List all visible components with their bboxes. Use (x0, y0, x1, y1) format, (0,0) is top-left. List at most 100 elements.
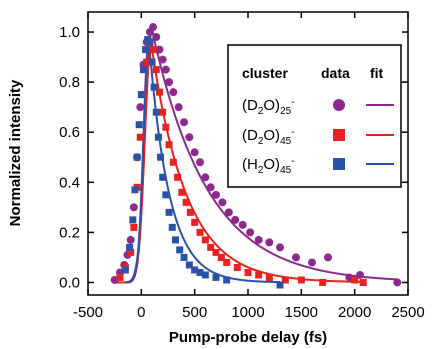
data-point (206, 183, 215, 192)
data-point (169, 158, 177, 166)
legend-label-part: - (291, 156, 294, 167)
x-tick-label: -500 (73, 304, 103, 321)
legend-header-fit: fit (370, 65, 384, 81)
data-point (174, 173, 182, 181)
data-point (255, 271, 263, 279)
data-point (155, 88, 163, 96)
data-point (154, 133, 162, 141)
x-axis-title: Pump-probe delay (fs) (169, 329, 327, 346)
legend-entries: (D2O)25-(D2O)45-(H2O)45- (242, 97, 394, 176)
legend-label-part: 2 (258, 136, 264, 147)
legend-label-part: O) (263, 127, 280, 144)
legend-label-part: 45 (280, 165, 292, 176)
data-point (130, 223, 138, 231)
data-point (133, 153, 141, 161)
data-point (201, 236, 209, 244)
legend-label-part: 25 (280, 106, 292, 117)
data-point (161, 65, 170, 74)
data-point (139, 66, 147, 74)
legend-label-part: 2 (258, 165, 264, 176)
data-point (126, 235, 135, 244)
data-point (297, 276, 305, 284)
data-point (148, 58, 156, 66)
data-point (158, 55, 167, 64)
data-point (168, 223, 176, 231)
legend-label-part: (H (242, 156, 258, 173)
data-point (191, 218, 199, 226)
data-point (212, 273, 220, 281)
data-point (359, 278, 367, 286)
data-point (281, 276, 289, 284)
data-point (223, 276, 231, 284)
data-point (159, 108, 167, 116)
data-point (324, 253, 332, 262)
data-point (393, 278, 402, 287)
data-point (174, 103, 183, 112)
data-point (276, 243, 284, 252)
data-point (162, 191, 170, 199)
data-point (190, 148, 199, 157)
data-point (246, 228, 255, 237)
data-point (218, 198, 227, 207)
data-point (233, 263, 241, 271)
x-tick-label: 2500 (391, 304, 424, 321)
data-point (223, 258, 231, 266)
data-point (292, 253, 300, 262)
data-point (196, 158, 204, 167)
y-axis-title: Normalized intensity (7, 79, 24, 226)
legend-label: (D2O)45- (242, 127, 295, 147)
legend-label-part: - (291, 97, 294, 108)
data-point (152, 66, 160, 74)
data-point (116, 273, 124, 281)
data-point (254, 235, 263, 244)
data-point (143, 58, 151, 66)
data-point (265, 273, 273, 281)
data-point (169, 88, 178, 97)
data-point (150, 83, 158, 91)
data-point (191, 266, 199, 274)
legend-header-data: data (321, 65, 350, 81)
data-point (196, 228, 204, 236)
data-point (121, 266, 129, 274)
y-tick-label: 0.4 (59, 174, 80, 191)
ticks: -500 0 500 1000 1500 2000 2500 0.0 0.2 0.4 0.6 0.8 1… (59, 12, 425, 321)
legend-label: (D2O)25- (242, 97, 295, 117)
data-point (238, 220, 247, 229)
legend-label: (H2O)45- (242, 156, 295, 176)
data-point (162, 123, 170, 131)
data-point (142, 46, 150, 54)
data-point (146, 38, 154, 46)
legend-marker (333, 99, 345, 111)
data-point (308, 258, 316, 267)
data-point (152, 108, 160, 116)
legend-label-part: - (291, 127, 294, 138)
legend-header-cluster: cluster (242, 65, 288, 81)
legend-label-part: (D (242, 97, 258, 114)
data-point (180, 118, 188, 127)
data-point (201, 173, 210, 182)
data-point (207, 243, 215, 251)
data-point (224, 208, 233, 217)
y-tick-label: 1.0 (59, 24, 80, 41)
data-point (276, 281, 284, 289)
data-point (126, 243, 134, 251)
x-tick-label: 500 (182, 304, 207, 321)
data-point (127, 248, 135, 256)
data-point (265, 238, 274, 247)
data-point (180, 253, 188, 261)
data-point (157, 153, 165, 161)
legend-marker (333, 158, 345, 170)
data-point (351, 276, 359, 284)
data-point (131, 186, 139, 194)
data-point (155, 45, 164, 54)
data-point (136, 103, 145, 112)
y-tick-label: 0.2 (59, 224, 80, 241)
data-point (135, 121, 143, 129)
fit-curve (125, 39, 280, 284)
x-tick-label: 2000 (338, 304, 371, 321)
data-point (137, 91, 145, 99)
data-point (185, 261, 193, 269)
data-point (176, 246, 184, 254)
data-point (178, 188, 186, 196)
